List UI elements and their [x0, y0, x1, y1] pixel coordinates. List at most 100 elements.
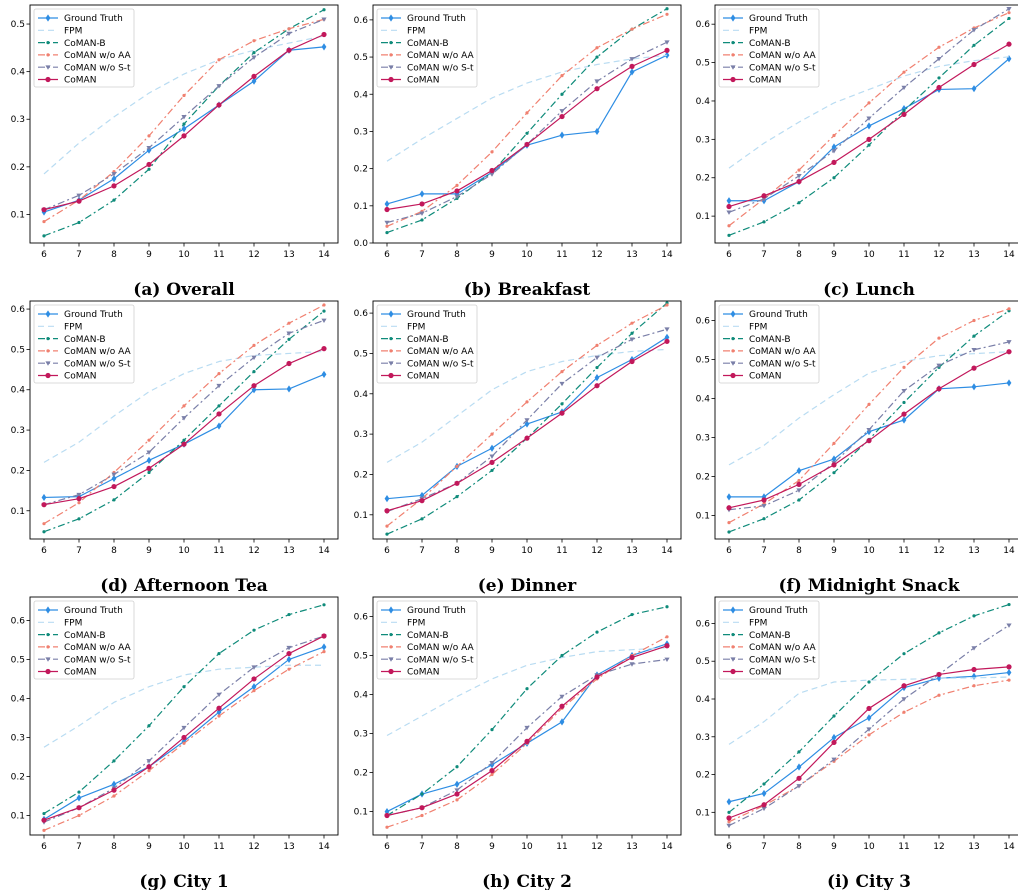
data-point-ground-truth — [831, 455, 837, 463]
series-line-ground-truth — [728, 671, 1010, 803]
x-tick-label: 13 — [283, 546, 294, 556]
data-point-coman-w-o-s-t — [489, 454, 495, 459]
x-tick-label: 14 — [1003, 250, 1015, 260]
data-point-coman-b — [902, 400, 906, 405]
legend: Ground Truth FPM CoMAN-B CoMAN w/o AA CoMAN … — [33, 8, 135, 88]
data-point-ground-truth — [594, 374, 600, 382]
data-point-coman — [629, 654, 635, 661]
data-point-coman-w-o-s-t — [866, 427, 872, 433]
x-tick-label: 9 — [831, 842, 837, 852]
legend-label-coman-b: CoMAN-B — [64, 631, 106, 641]
x-tick-label: 10 — [521, 250, 533, 260]
series-line-coman-w-o-s-t — [386, 41, 668, 224]
data-point-coman — [1006, 664, 1012, 670]
data-point-coman — [111, 483, 117, 490]
data-point-coman-w-o-aa — [217, 372, 221, 376]
y-tick-label: 0.2 — [11, 163, 25, 173]
data-point-coman-w-o-aa — [902, 70, 906, 74]
y-tick-label: 0.4 — [11, 68, 26, 78]
x-tick-label: 9 — [489, 842, 495, 852]
legend-label-ground-truth: Ground Truth — [749, 606, 808, 616]
data-point-coman — [594, 674, 600, 680]
data-point-coman — [45, 76, 51, 83]
y-tick-label: 0.3 — [354, 127, 368, 137]
x-tick-label: 14 — [661, 250, 673, 260]
data-point-coman-b — [560, 653, 564, 658]
data-point-coman — [936, 386, 942, 392]
series-line-coman-w-o-aa — [728, 679, 1010, 823]
data-point-coman-w-o-s-t — [559, 381, 565, 387]
x-tick-label: 11 — [898, 250, 909, 260]
x-tick-label: 11 — [213, 546, 224, 556]
data-point-coman-w-o-aa — [385, 825, 389, 829]
legend-label-fpm: FPM — [64, 27, 82, 37]
data-point-coman-w-o-aa — [322, 303, 326, 307]
series-group — [726, 307, 1012, 534]
data-point-coman-b — [972, 614, 976, 618]
data-point-coman — [559, 113, 565, 120]
data-point-coman-w-o-s-t — [1006, 623, 1012, 628]
data-point-coman-w-o-aa — [385, 524, 389, 528]
data-point-coman-w-o-s-t — [45, 657, 51, 662]
data-point-ground-truth — [831, 733, 837, 742]
data-point-coman-w-o-s-t — [524, 418, 530, 423]
data-point-coman-w-o-aa — [630, 27, 634, 31]
data-point-ground-truth — [216, 422, 222, 430]
data-point-coman — [41, 817, 47, 823]
data-point-coman-w-o-s-t — [489, 761, 495, 766]
data-point-coman-w-o-aa — [727, 521, 731, 525]
legend-label-coman-w-o-aa: CoMAN w/o AA — [407, 51, 474, 61]
data-point-coman-w-o-aa — [1007, 307, 1011, 311]
y-tick-label: 0.3 — [354, 730, 368, 740]
data-point-ground-truth — [664, 333, 670, 341]
data-point-coman-w-o-aa — [42, 828, 46, 832]
chart-a-overall: 6 7 8 9 10 11 12 13 14 0.1 0.2 0.3 0.4 0.5 Ground Trut… — [11, 4, 339, 300]
data-point-ground-truth — [796, 763, 802, 771]
data-point-ground-truth — [419, 491, 425, 500]
data-point-coman — [216, 705, 222, 711]
legend-label-fpm: FPM — [749, 27, 767, 37]
data-point-coman-w-o-s-t — [726, 210, 732, 215]
data-point-coman-b — [42, 811, 46, 816]
data-point-ground-truth — [1006, 55, 1012, 63]
x-tick-label: 6 — [726, 842, 732, 852]
data-point-coman-w-o-s-t — [629, 337, 635, 342]
data-point-ground-truth — [216, 708, 222, 716]
data-point-ground-truth — [489, 444, 495, 452]
legend-box — [376, 600, 478, 680]
data-point-coman-w-o-aa — [727, 224, 731, 228]
data-point-ground-truth — [111, 474, 117, 483]
legend-label-coman-w-o-aa: CoMAN w/o AA — [749, 347, 816, 357]
data-point-coman-w-o-s-t — [1006, 7, 1012, 12]
data-point-coman — [216, 102, 222, 108]
data-point-coman-w-o-s-t — [559, 694, 565, 700]
data-point-ground-truth — [251, 386, 257, 394]
x-tick-label: 12 — [248, 250, 259, 260]
x-tick-label: 12 — [248, 842, 259, 852]
data-point-coman-w-o-s-t — [388, 657, 394, 662]
legend-label-fpm: FPM — [749, 619, 767, 629]
legend: Ground Truth FPM CoMAN-B CoMAN w/o AA CoMAN … — [33, 304, 135, 384]
data-point-ground-truth — [384, 807, 390, 816]
data-point-coman-b — [972, 334, 976, 338]
data-point-coman-w-o-aa — [77, 813, 81, 818]
x-tick-label: 13 — [283, 842, 294, 852]
legend-label-coman: CoMAN — [407, 372, 439, 382]
data-point-coman-b — [832, 714, 836, 718]
legend-label-coman: CoMAN — [407, 76, 439, 86]
data-point-coman-w-o-aa — [867, 733, 871, 737]
data-point-coman-b — [455, 495, 459, 499]
legend-label-coman-w-o-aa: CoMAN w/o AA — [407, 347, 474, 357]
legend-label-coman: CoMAN — [64, 76, 96, 86]
data-point-coman — [181, 734, 187, 741]
data-point-coman-w-o-s-t — [761, 197, 767, 202]
data-point-coman-b — [665, 605, 669, 609]
data-point-coman-w-o-aa — [665, 303, 669, 307]
legend-box — [33, 600, 135, 680]
legend: Ground Truth FPM CoMAN-B CoMAN w/o AA CoMAN … — [718, 8, 820, 88]
x-tick-label: 9 — [489, 250, 495, 260]
y-tick-label: 0.2 — [696, 771, 710, 781]
series-line-fpm — [386, 647, 668, 737]
data-point-coman-w-o-aa — [1007, 678, 1011, 682]
data-point-coman-w-o-aa — [665, 12, 669, 16]
